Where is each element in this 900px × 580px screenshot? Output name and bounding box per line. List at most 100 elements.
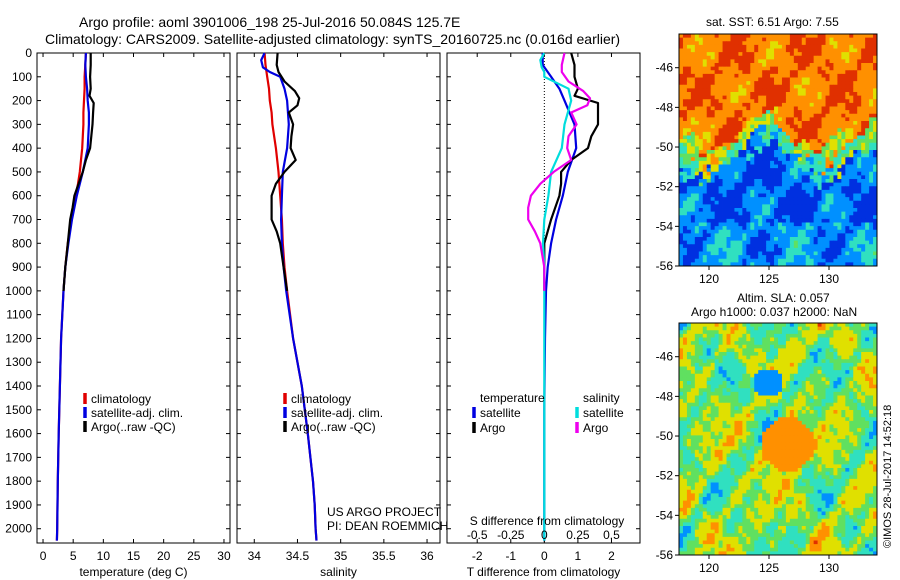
sla-map-cell (762, 431, 767, 436)
sst-map-cell (833, 110, 838, 115)
sst-map-cell (793, 164, 799, 169)
sst-map-cell (821, 237, 826, 242)
sst-map-cell (805, 55, 811, 60)
sst-map-cell (714, 211, 719, 216)
sla-map-cell (793, 323, 799, 328)
sla-map-cell (710, 333, 716, 338)
sla-map-cell (679, 323, 684, 328)
sst-map-cell (778, 48, 783, 53)
sst-map-cell (718, 52, 723, 57)
sla-map-cell (686, 359, 692, 364)
sst-map-cell (714, 121, 719, 126)
sla-map-cell (754, 344, 759, 349)
sla-map-cell (730, 362, 735, 367)
sla-map-cell (694, 370, 700, 375)
sst-map-cell (789, 99, 795, 104)
depth-tick-label: 400 (12, 141, 32, 155)
sst-map-cell (865, 153, 870, 158)
sst-map-cell (805, 110, 811, 115)
sst-map-cell (801, 189, 807, 194)
sst-map-cell (766, 34, 771, 39)
sla-map-cell (742, 341, 747, 346)
sla-map-cell (702, 333, 708, 338)
sst-map-cell (861, 84, 866, 89)
sla-map-cell (722, 355, 727, 360)
sla-map-cell (774, 399, 779, 404)
sst-map-cell (742, 197, 747, 202)
sla-map-cell (746, 402, 751, 407)
sla-map-cell (714, 402, 719, 407)
sst-map-cell (746, 229, 751, 234)
sst-map-cell (726, 55, 731, 60)
sst-map-cell (766, 160, 771, 165)
sla-map-cell (706, 348, 712, 353)
sst-map-cell (758, 189, 763, 194)
sst-map-cell (706, 84, 712, 89)
sst-map-cell (698, 233, 704, 238)
sst-map-cell (690, 258, 696, 263)
sla-map-cell (845, 355, 850, 360)
sla-map-cell (694, 341, 700, 346)
sst-map-cell (734, 146, 739, 151)
sst-map-cell (857, 200, 862, 205)
sst-map-cell (774, 218, 779, 223)
sst-map-cell (758, 262, 763, 267)
sla-map-cell (805, 373, 811, 378)
sst-map-cell (869, 135, 874, 140)
sst-map-cell (679, 102, 684, 107)
sst-map-cell (730, 52, 735, 57)
sst-map-cell (805, 247, 811, 252)
sst-map-cell (738, 189, 743, 194)
sst-map-cell (801, 70, 807, 75)
sla-map-cell (809, 373, 815, 378)
sst-map-cell (813, 229, 818, 234)
sst-map-cell (746, 110, 751, 115)
sst-map-cell (742, 106, 747, 111)
sst-map-cell (770, 52, 775, 57)
sst-map-cell (841, 92, 846, 97)
sst-map-cell (746, 150, 751, 155)
sst-map-cell (718, 142, 723, 147)
sst-map-cell (833, 63, 838, 68)
sst-map-cell (778, 160, 783, 165)
sst-map-cell (750, 200, 755, 205)
sst-map-cell (789, 146, 795, 151)
sst-map-cell (789, 262, 795, 267)
sst-map-cell (817, 63, 822, 68)
sla-map-cell (710, 381, 716, 386)
sst-map-cell (781, 99, 787, 104)
sla-map-cell (706, 395, 712, 400)
sst-map-cell (750, 73, 755, 78)
sla-map-cell (789, 377, 795, 382)
sst-map-cell (679, 146, 684, 151)
sst-map-cell (825, 48, 830, 53)
sla-map-cell (793, 344, 799, 349)
sst-map-cell (793, 110, 799, 115)
sst-map-cell (785, 186, 791, 191)
sst-map-cell (873, 186, 878, 191)
sst-map-cell (849, 204, 854, 209)
sst-map-cell (722, 110, 727, 115)
sst-map-cell (774, 102, 779, 107)
sst-map-cell (793, 255, 799, 260)
sst-map-cell (686, 229, 692, 234)
sst-map-cell (706, 229, 712, 234)
sst-map-cell (746, 204, 751, 209)
sst-map-cell (873, 124, 878, 129)
sst-map-cell (734, 218, 739, 223)
sla-map-cell (686, 355, 692, 360)
sst-map-cell (726, 139, 731, 144)
sst-map-cell (750, 186, 755, 191)
sst-map-cell (702, 186, 708, 191)
sla-map-cell (849, 348, 854, 353)
sst-map-cell (833, 251, 838, 256)
sst-map-cell (841, 193, 846, 198)
sst-map-cell (809, 95, 815, 100)
sst-map-cell (694, 41, 700, 46)
sla-map-cell (754, 428, 759, 433)
sla-map-cell (758, 366, 763, 371)
sst-map-cell (833, 135, 838, 140)
sst-map-cell (710, 204, 716, 209)
sst-map-cell (698, 106, 704, 111)
sst-map-cell (865, 88, 870, 93)
